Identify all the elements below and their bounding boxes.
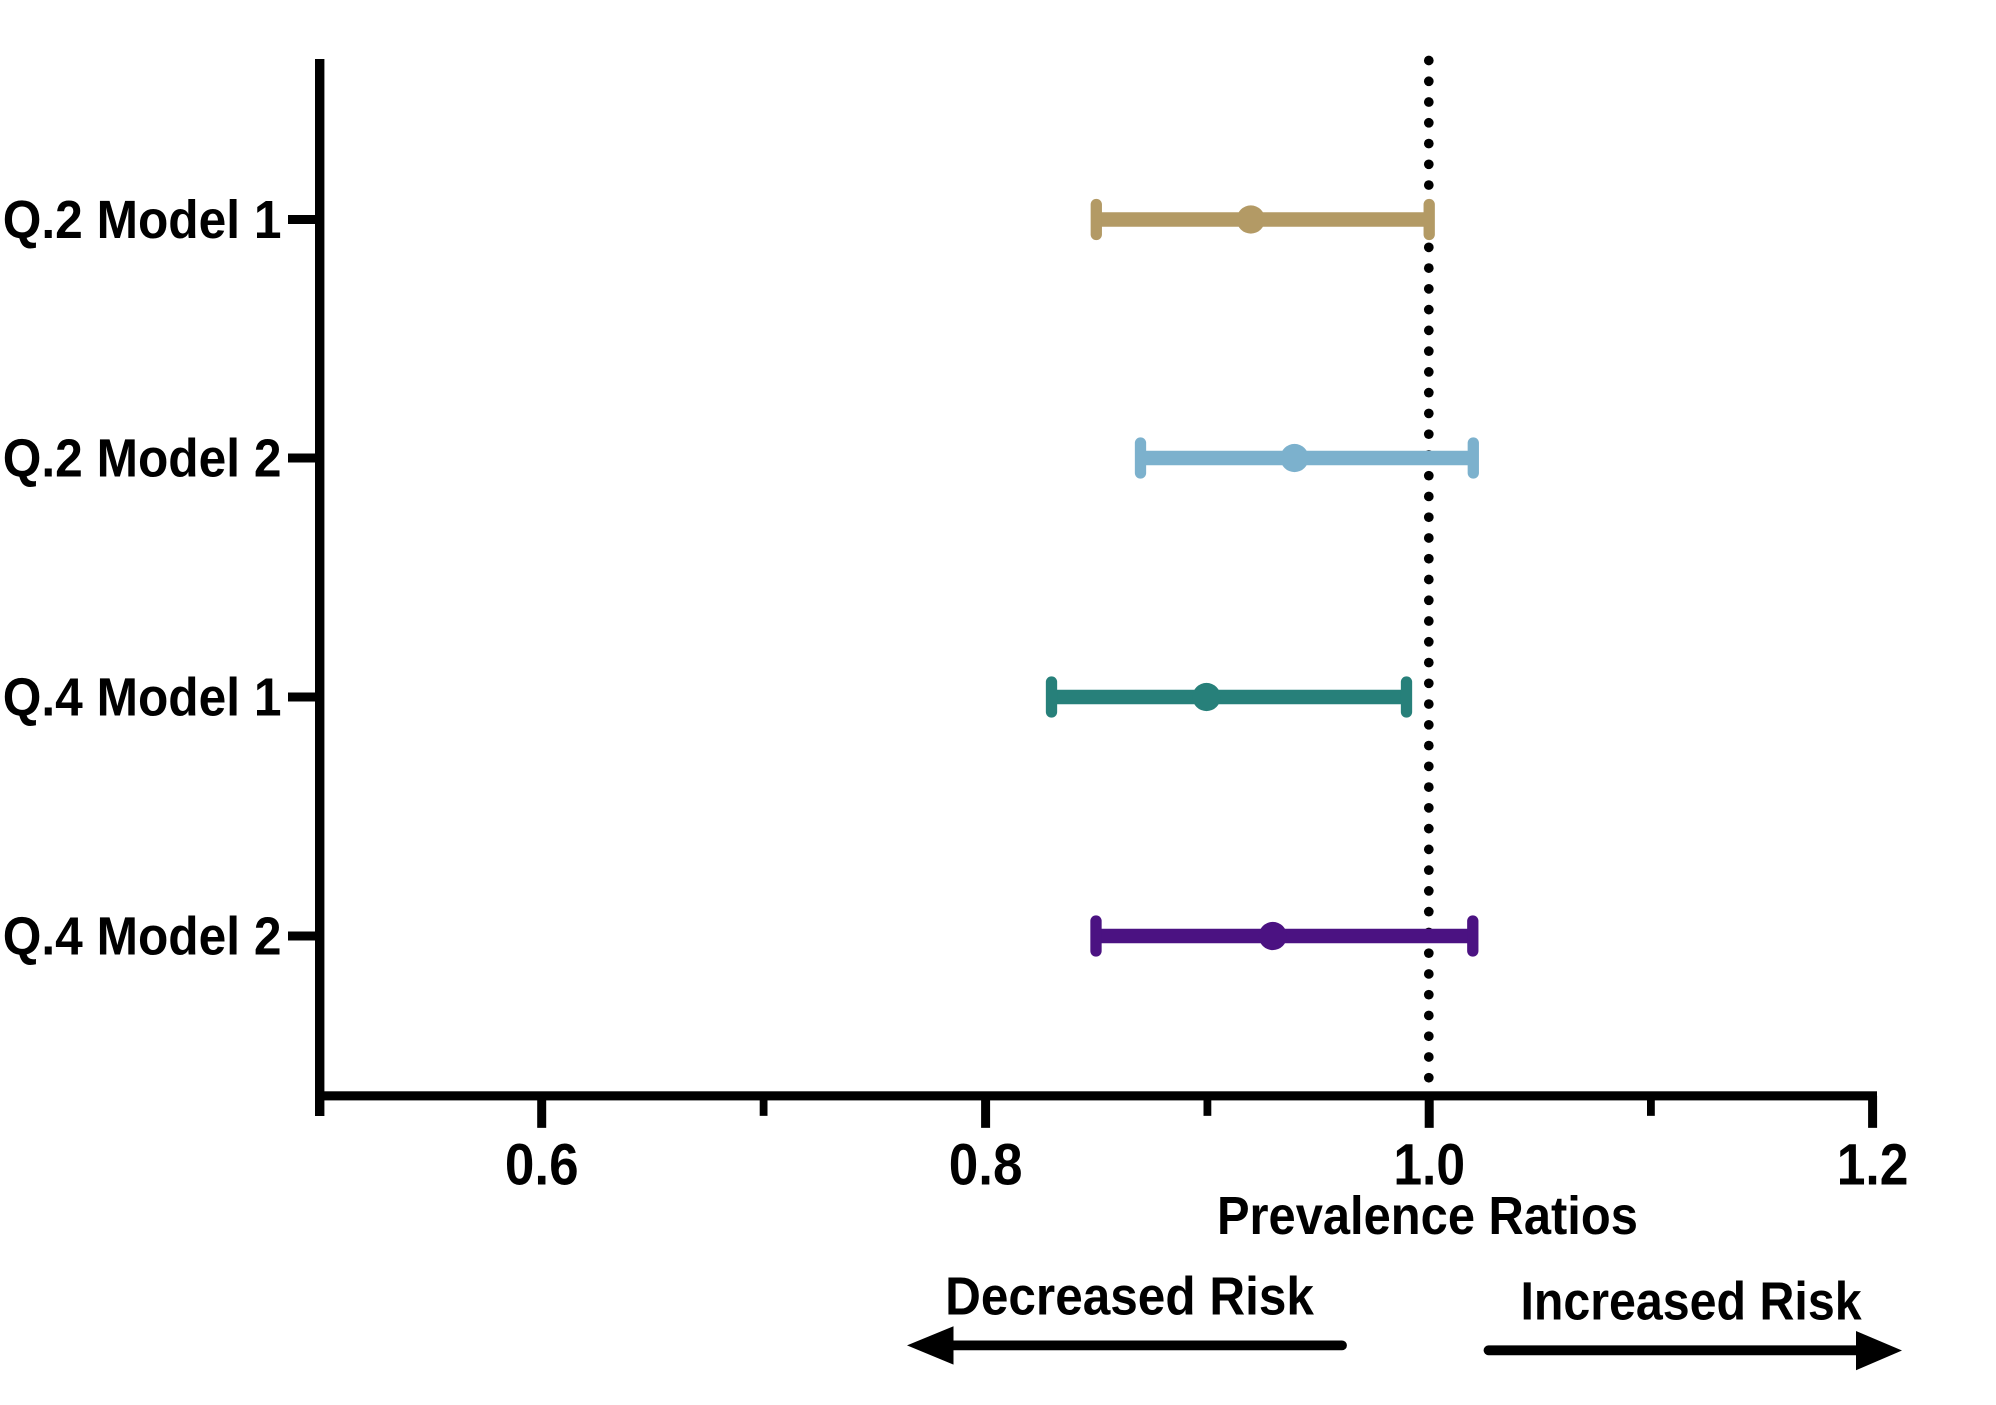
svg-text:Decreased Risk: Decreased Risk — [945, 1265, 1314, 1325]
svg-text:Q.4 Model 2: Q.4 Model 2 — [3, 905, 282, 965]
svg-text:Increased Risk: Increased Risk — [1520, 1271, 1862, 1331]
svg-text:Prevalence Ratios: Prevalence Ratios — [1217, 1185, 1638, 1246]
svg-text:Q.2 Model 2: Q.2 Model 2 — [3, 427, 282, 487]
svg-text:Q.2 Model 1: Q.2 Model 1 — [3, 189, 282, 249]
svg-text:Q.4 Model 1: Q.4 Model 1 — [3, 666, 282, 726]
svg-text:0.8: 0.8 — [949, 1132, 1023, 1197]
svg-text:1.0: 1.0 — [1393, 1131, 1465, 1196]
svg-text:1.2: 1.2 — [1837, 1131, 1909, 1196]
svg-text:0.6: 0.6 — [505, 1132, 579, 1197]
